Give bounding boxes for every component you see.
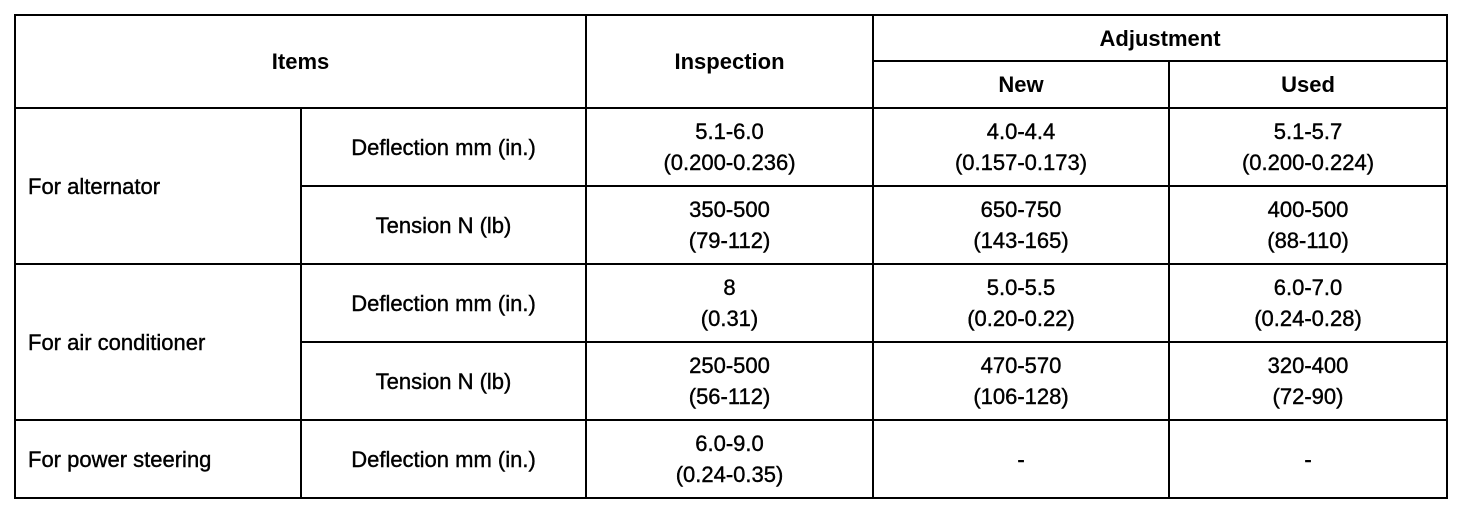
inspection-cell: 250-500 (56-112) [585, 341, 875, 421]
cell-line: 350-500 [689, 197, 770, 222]
table-row: For alternator Deflection mm (in.) 5.1-6.0… [14, 107, 1449, 265]
table-row: Tension N (lb) 350-500 (79-112) 650-750 (143… [15, 185, 1449, 265]
item-label: Deflection mm (in.) [299, 107, 588, 187]
cell-line: 400-500 [1267, 197, 1349, 222]
group-label: For alternator [14, 107, 302, 265]
used-cell: - [1168, 419, 1449, 499]
cell-line: (88-110) [1267, 228, 1349, 253]
cell-line: 250-500 [689, 353, 770, 378]
new-cell: 650-750 (143-165) [872, 185, 1171, 265]
cell-line: (0.20-0.22) [967, 306, 1075, 331]
item-label: Tension N (lb) [299, 341, 588, 421]
table-body: For alternator Deflection mm (in.) 5.1-6.0… [14, 107, 1449, 499]
cell-line: 320-400 [1267, 353, 1349, 378]
cell-line: 5.0-5.5 [986, 275, 1056, 300]
item-label: Deflection mm (in.) [299, 419, 588, 499]
used-cell: 320-400 (72-90) [1168, 341, 1449, 421]
cell-line: (72-90) [1272, 384, 1344, 409]
item-label: Tension N (lb) [299, 185, 588, 265]
inspection-cell: 6.0-9.0 (0.24-0.35) [585, 419, 875, 499]
used-cell: 5.1-5.7 (0.200-0.224) [1168, 107, 1449, 187]
new-cell: 4.0-4.4 (0.157-0.173) [872, 107, 1171, 187]
cell-line: 4.0-4.4 [986, 119, 1056, 144]
new-header: New [872, 60, 1171, 109]
items-header: Items [13, 14, 588, 109]
table-row: For air conditioner Deflection mm (in.) 8 (… [14, 263, 1449, 421]
cell-line: 650-750 [980, 197, 1062, 222]
table-header: Items Inspection Adjustment New Used [13, 14, 1449, 109]
cell-line: 6.0-9.0 [695, 431, 764, 456]
item-label: Deflection mm (in.) [299, 263, 588, 343]
adjustment-header: Adjustment [872, 14, 1449, 62]
used-header: Used [1168, 60, 1449, 109]
inspection-cell: 350-500 (79-112) [585, 185, 875, 265]
inspection-cell: 8 (0.31) [585, 263, 875, 343]
cell-line: (79-112) [688, 228, 771, 253]
group-label: For power steering [14, 419, 302, 499]
belt-spec-table: Items Inspection Adjustment New Used For… [13, 14, 1449, 499]
cell-line: 6.0-7.0 [1273, 275, 1343, 300]
cell-line: 5.1-6.0 [695, 119, 764, 144]
cell-line: (0.31) [700, 306, 759, 331]
table-row: Tension N (lb) 250-500 (56-112) 470-570 (106… [15, 341, 1449, 421]
used-cell: 6.0-7.0 (0.24-0.28) [1168, 263, 1449, 343]
used-cell: 400-500 (88-110) [1168, 185, 1449, 265]
cell-line: (0.24-0.28) [1254, 306, 1362, 331]
cell-line: 5.1-5.7 [1273, 119, 1343, 144]
inspection-cell: 5.1-6.0 (0.200-0.236) [585, 107, 875, 187]
cell-line: (0.24-0.35) [675, 462, 784, 487]
table-row: For power steering Deflection mm (in.) 6.0… [14, 419, 1449, 499]
cell-line: (106-128) [973, 384, 1069, 409]
new-cell: - [872, 419, 1171, 499]
cell-line: - [1304, 446, 1312, 472]
cell-line: (0.200-0.236) [663, 150, 796, 175]
cell-line: (0.200-0.224) [1241, 150, 1375, 175]
cell-line: (143-165) [973, 228, 1069, 253]
group-label: For air conditioner [14, 263, 302, 421]
cell-line: (0.157-0.173) [954, 150, 1088, 175]
new-cell: 470-570 (106-128) [872, 341, 1171, 421]
inspection-header: Inspection [585, 14, 875, 109]
cell-line: 8 [723, 275, 736, 300]
new-cell: 5.0-5.5 (0.20-0.22) [872, 263, 1171, 343]
cell-line: (56-112) [688, 384, 771, 409]
cell-line: - [1017, 446, 1025, 472]
cell-line: 470-570 [980, 353, 1062, 378]
